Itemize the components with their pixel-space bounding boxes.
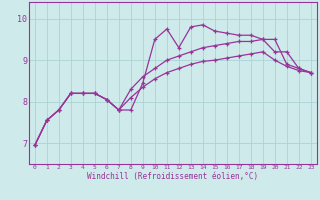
X-axis label: Windchill (Refroidissement éolien,°C): Windchill (Refroidissement éolien,°C) (87, 172, 258, 181)
